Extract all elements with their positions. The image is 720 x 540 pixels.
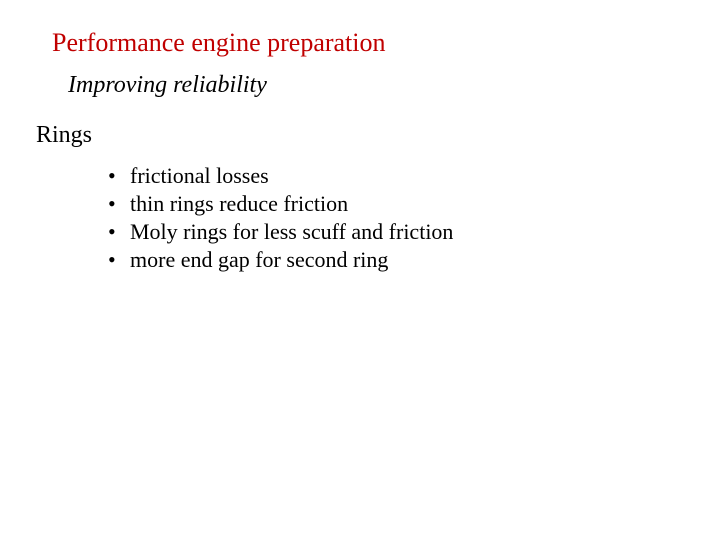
list-item: • Moly rings for less scuff and friction bbox=[108, 218, 453, 246]
list-item: • frictional losses bbox=[108, 162, 453, 190]
bullet-text: more end gap for second ring bbox=[130, 246, 388, 274]
bullet-icon: • bbox=[108, 190, 130, 218]
bullet-text: thin rings reduce friction bbox=[130, 190, 348, 218]
list-item: • more end gap for second ring bbox=[108, 246, 453, 274]
slide-title: Performance engine preparation bbox=[52, 28, 386, 58]
bullet-icon: • bbox=[108, 162, 130, 190]
bullet-text: frictional losses bbox=[130, 162, 269, 190]
slide-subtitle: Improving reliability bbox=[68, 72, 267, 99]
bullet-text: Moly rings for less scuff and friction bbox=[130, 218, 453, 246]
bullet-icon: • bbox=[108, 218, 130, 246]
bullet-icon: • bbox=[108, 246, 130, 274]
section-heading: Rings bbox=[36, 122, 92, 149]
bullet-list: • frictional losses • thin rings reduce … bbox=[108, 162, 453, 275]
slide: Performance engine preparation Improving… bbox=[0, 0, 720, 540]
list-item: • thin rings reduce friction bbox=[108, 190, 453, 218]
